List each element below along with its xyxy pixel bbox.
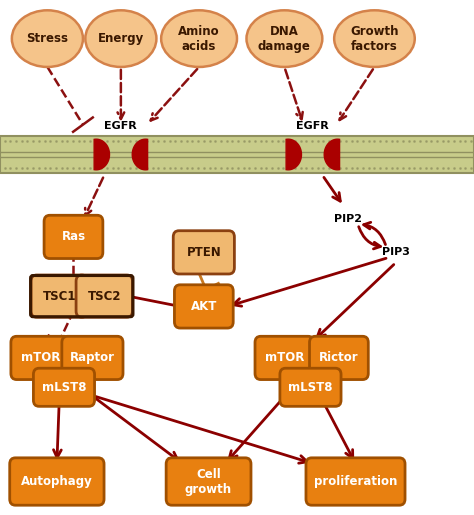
Text: TSC2: TSC2 [88, 289, 121, 303]
Text: EGFR: EGFR [104, 122, 137, 131]
FancyBboxPatch shape [31, 275, 87, 317]
Polygon shape [286, 139, 301, 170]
FancyBboxPatch shape [34, 368, 94, 406]
FancyBboxPatch shape [62, 336, 123, 380]
FancyBboxPatch shape [306, 458, 405, 505]
Text: PTEN: PTEN [186, 246, 221, 259]
Ellipse shape [12, 10, 83, 67]
Text: mTOR: mTOR [264, 351, 304, 365]
Text: AKT: AKT [191, 300, 217, 313]
Text: Stress: Stress [27, 32, 68, 45]
Text: TSC1: TSC1 [43, 289, 76, 303]
Text: Cell
growth: Cell growth [185, 468, 232, 495]
Ellipse shape [334, 10, 415, 67]
FancyBboxPatch shape [44, 215, 103, 259]
Text: Autophagy: Autophagy [21, 475, 93, 488]
FancyBboxPatch shape [174, 285, 233, 328]
FancyBboxPatch shape [0, 136, 474, 173]
Text: proliferation: proliferation [314, 475, 397, 488]
Text: EGFR: EGFR [296, 122, 329, 131]
Text: mLST8: mLST8 [42, 381, 86, 394]
FancyBboxPatch shape [173, 231, 234, 274]
Text: Growth
factors: Growth factors [350, 25, 399, 53]
FancyBboxPatch shape [310, 336, 368, 380]
Text: Amino
acids: Amino acids [178, 25, 220, 53]
Text: PIP3: PIP3 [382, 247, 410, 258]
Text: mLST8: mLST8 [288, 381, 333, 394]
FancyBboxPatch shape [10, 458, 104, 505]
Text: Ras: Ras [62, 230, 85, 244]
Text: mTOR: mTOR [20, 351, 60, 365]
Polygon shape [132, 139, 147, 170]
Text: Energy: Energy [98, 32, 144, 45]
Ellipse shape [161, 10, 237, 67]
Polygon shape [324, 139, 339, 170]
Polygon shape [94, 139, 109, 170]
FancyBboxPatch shape [76, 275, 132, 317]
FancyBboxPatch shape [166, 458, 251, 505]
Text: Raptor: Raptor [70, 351, 115, 365]
Text: Rictor: Rictor [319, 351, 359, 365]
Ellipse shape [85, 10, 156, 67]
Text: DNA
damage: DNA damage [258, 25, 311, 53]
FancyBboxPatch shape [280, 368, 341, 406]
Text: PIP2: PIP2 [334, 214, 363, 224]
FancyBboxPatch shape [255, 336, 314, 380]
FancyBboxPatch shape [11, 336, 70, 380]
Ellipse shape [246, 10, 322, 67]
